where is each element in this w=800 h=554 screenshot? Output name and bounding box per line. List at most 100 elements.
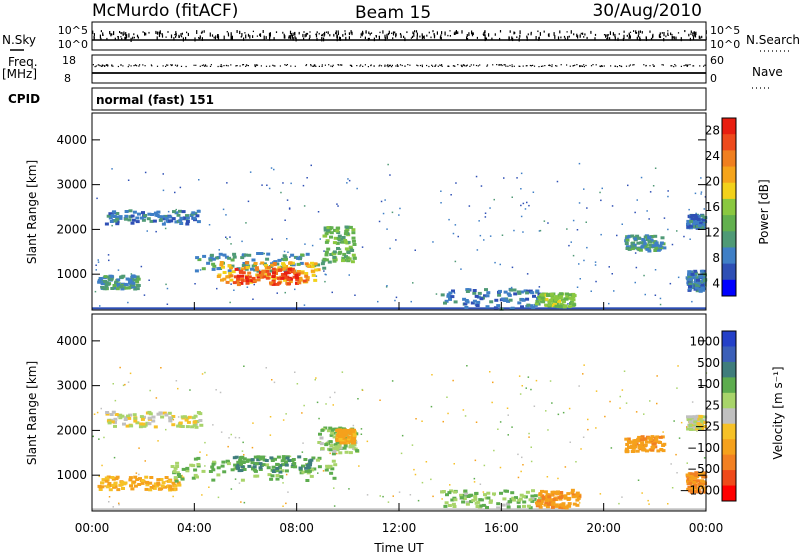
scatter-point (460, 268, 462, 270)
nave-point (454, 65, 456, 67)
nsky-point (566, 31, 568, 33)
nsky-point (368, 31, 370, 35)
echo-cell (176, 424, 181, 428)
nave-point (614, 65, 616, 67)
scatter-point (325, 273, 327, 276)
echo-cell (526, 504, 531, 508)
scatter-point (113, 456, 116, 459)
nsky-point (337, 30, 339, 33)
nsky-point (360, 36, 362, 38)
echo-cell (260, 455, 265, 459)
echo-cell (630, 244, 635, 248)
echo-cell (351, 228, 356, 232)
echo-cell (342, 446, 347, 450)
echo-cell (625, 247, 630, 250)
nave-point (290, 65, 292, 67)
echo-cell (304, 272, 309, 275)
echo-cell (304, 469, 309, 473)
nsky-point (294, 36, 296, 39)
nsky-point (309, 31, 311, 33)
echo-cell (210, 465, 215, 469)
nsky-point (121, 32, 123, 35)
nave-point (434, 65, 436, 67)
echo-cell (535, 501, 539, 505)
echo-cell (481, 503, 486, 507)
echo-cell (318, 432, 322, 436)
echo-cell (124, 214, 129, 218)
nsky-point (173, 37, 175, 41)
scatter-point (252, 422, 254, 424)
nsky-point (447, 34, 449, 37)
scatter-point (678, 437, 681, 439)
nsky-point (382, 30, 384, 34)
nave-point (649, 65, 651, 67)
cpid-value: normal (fast) 151 (96, 93, 214, 107)
nsky-point (628, 36, 630, 40)
echo-cell (335, 448, 340, 452)
echo-cell (642, 437, 647, 441)
nsky-point (284, 35, 286, 39)
echo-cell (304, 466, 309, 470)
nave-point (367, 66, 369, 68)
echo-cell (544, 303, 549, 307)
scatter-point (600, 233, 602, 236)
echo-cell (351, 429, 356, 433)
nsky-point (259, 33, 261, 36)
echo-cell (627, 445, 632, 449)
echo-cell (465, 502, 470, 506)
nsky-point (227, 32, 229, 35)
echo-cell (280, 273, 285, 276)
echo-cell (100, 481, 104, 485)
scatter-point (377, 300, 379, 303)
echo-cell (317, 465, 322, 469)
echo-cell (106, 214, 111, 218)
nsky-point (454, 31, 456, 35)
echo-cell (225, 275, 230, 279)
scatter-point (174, 191, 176, 194)
nave-point (221, 66, 223, 68)
scatter-point (547, 429, 549, 431)
scatter-point (585, 221, 587, 223)
nsky-point (412, 31, 414, 35)
echo-cell (512, 498, 517, 502)
echo-cell (277, 258, 282, 262)
echo-cell (288, 261, 293, 265)
nsky-point (263, 35, 265, 40)
nave-point (210, 64, 212, 66)
echo-cell (281, 267, 286, 271)
scatter-point (303, 205, 306, 207)
scatter-point (208, 224, 211, 226)
scatter-point (215, 389, 217, 391)
echo-cell (446, 293, 451, 297)
nave-point (496, 64, 498, 66)
nave-point (350, 64, 352, 66)
nsky-point (384, 34, 386, 38)
echo-cell (689, 477, 694, 481)
nave-point (170, 64, 173, 67)
scatter-point (104, 485, 106, 487)
echo-cell (535, 289, 540, 293)
nsky-point (122, 33, 124, 36)
scatter-point (700, 191, 703, 193)
echo-cell (449, 489, 454, 493)
echo-cell (172, 470, 177, 473)
echo-cell (701, 475, 706, 479)
echo-cell (641, 239, 646, 243)
cpid-panel: CPID normal (fast) 151 (8, 87, 707, 111)
nsky-point (203, 30, 205, 33)
echo-cell (156, 210, 161, 214)
echo-cell (538, 502, 543, 505)
scatter-point (384, 199, 386, 201)
echo-cell (229, 266, 234, 270)
echo-cell (281, 463, 286, 467)
echo-cell (559, 294, 564, 298)
nave-point (338, 64, 340, 66)
echo-cell (308, 461, 313, 465)
scatter-point (489, 235, 492, 237)
nsky-point (289, 30, 292, 35)
echo-cell (516, 505, 521, 509)
echo-cell (533, 494, 538, 498)
nave-point (285, 64, 287, 66)
echo-cell (167, 411, 172, 415)
scatter-point (703, 208, 705, 210)
